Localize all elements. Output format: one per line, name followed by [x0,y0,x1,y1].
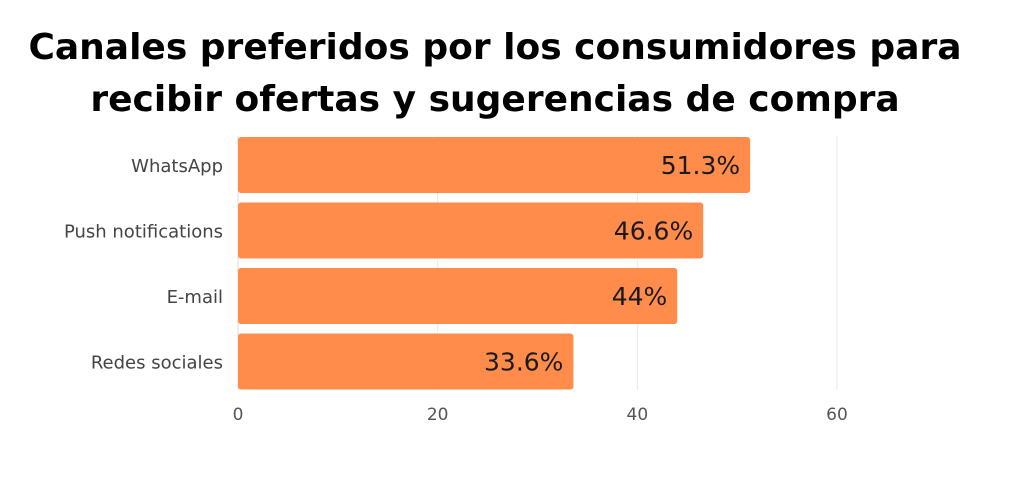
x-tick-label: 0 [233,405,244,425]
category-label: Redes sociales [91,353,223,374]
bar [238,268,678,324]
category-label: Push notifications [64,222,223,243]
value-label: 33.6% [484,348,563,377]
bar [238,137,751,193]
value-label: 51.3% [661,151,740,180]
value-label: 46.6% [614,217,693,246]
value-label: 44% [612,282,668,311]
chart-title: Canales preferidos por los consumidores … [28,27,962,120]
x-tick-label: 40 [627,405,649,425]
bar [238,202,704,259]
x-tick-label: 20 [427,405,449,425]
category-label: WhatsApp [131,156,223,177]
category-label: E-mail [167,287,223,308]
x-tick-label: 60 [826,405,848,425]
bar [238,333,574,390]
